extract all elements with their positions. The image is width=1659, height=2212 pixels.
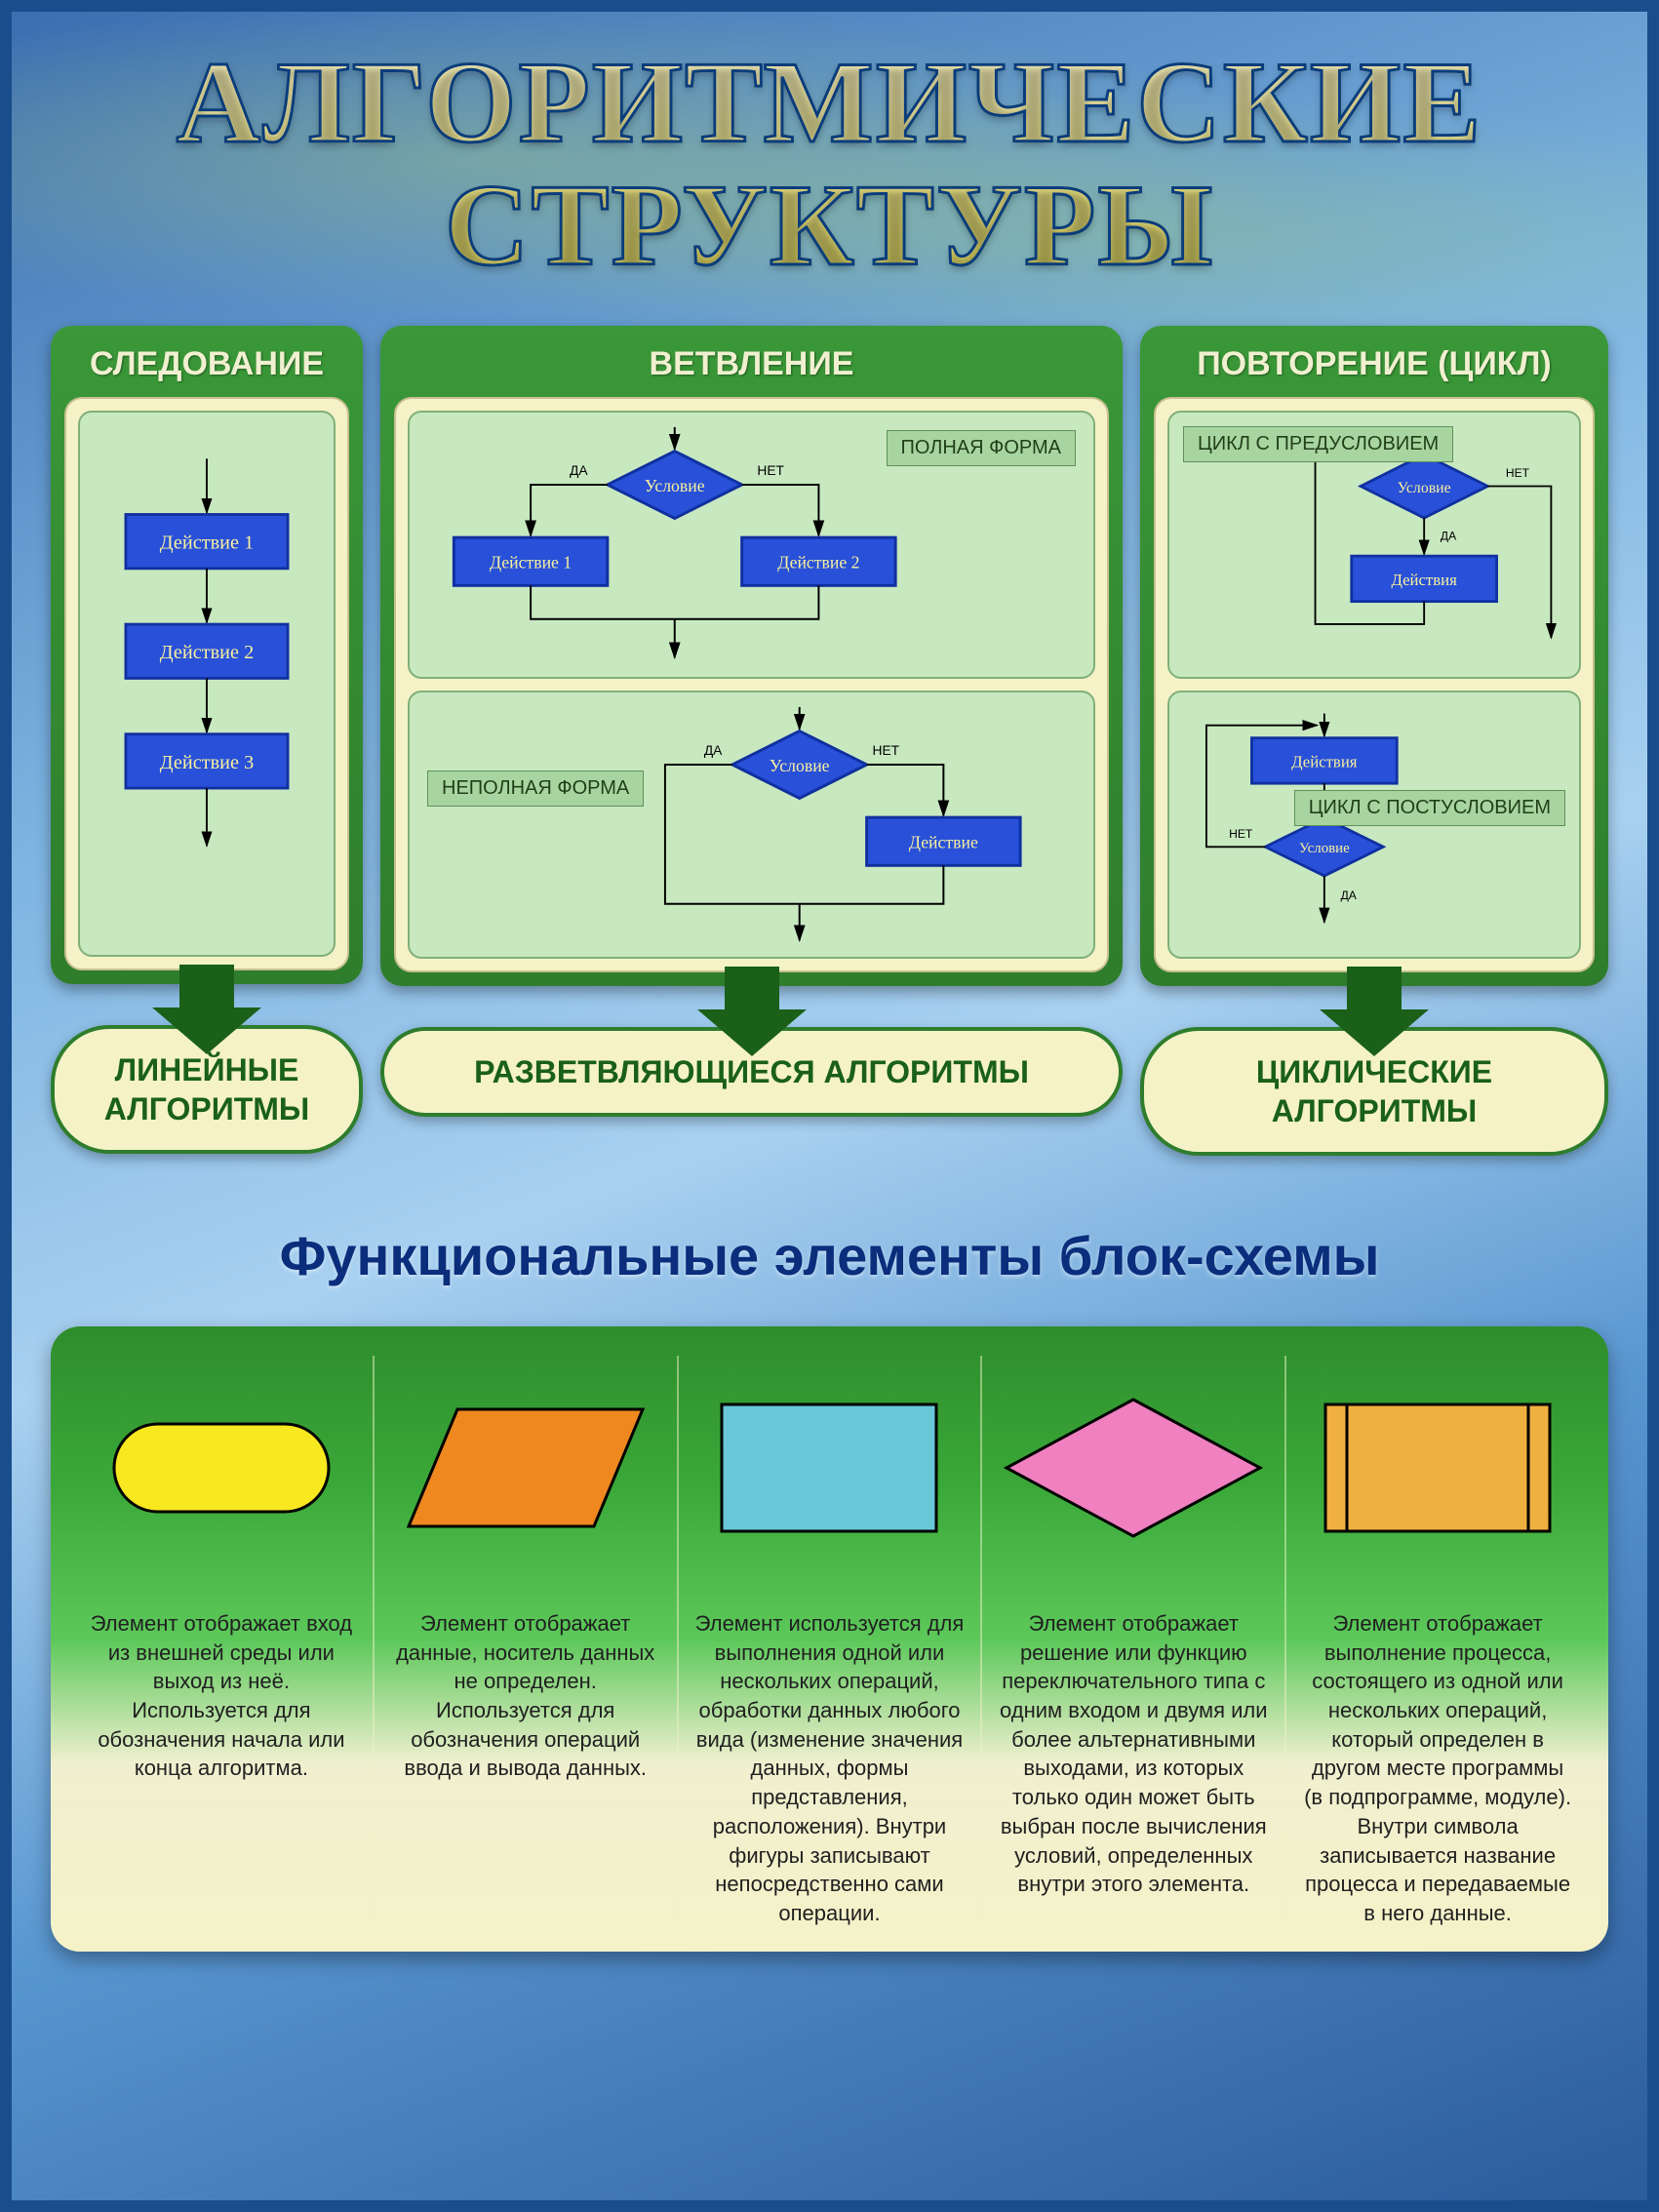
parallelogram-shape: [399, 1395, 652, 1541]
svg-text:Действие: Действие: [909, 833, 978, 852]
element-terminator: Элемент отображает вход из внешней среды…: [70, 1356, 375, 1928]
svg-text:ДА: ДА: [1441, 529, 1457, 542]
svg-text:ДА: ДА: [570, 463, 588, 478]
svg-text:НЕТ: НЕТ: [873, 743, 900, 758]
svg-text:Условие: Условие: [770, 756, 830, 775]
svg-text:ДА: ДА: [704, 743, 723, 758]
panel-label: НЕПОЛНАЯ ФОРМА: [427, 770, 644, 807]
sequence-diagram: Действие 1 Действие 2 Действие 3: [90, 422, 324, 945]
panel-label: ПОЛНАЯ ФОРМА: [887, 430, 1077, 466]
terminator-shape: [104, 1414, 338, 1521]
structure-branching: ВЕТВЛЕНИЕ ПОЛНАЯ ФОРМА Условие ДА НЕТ: [380, 326, 1123, 1156]
page-title: АЛГОРИТМИЧЕСКИЕ СТРУКТУРЫ: [12, 12, 1647, 306]
svg-text:ДА: ДА: [1341, 889, 1358, 902]
rectangle-shape: [712, 1395, 946, 1541]
panel-label: ЦИКЛ С ПРЕДУСЛОВИЕМ: [1183, 426, 1453, 462]
svg-text:НЕТ: НЕТ: [1506, 466, 1530, 480]
svg-text:НЕТ: НЕТ: [1229, 827, 1253, 841]
element-subroutine: Элемент отображает выполнение процесса, …: [1286, 1356, 1589, 1928]
svg-text:Действия: Действия: [1291, 752, 1358, 770]
element-decision: Элемент отображает решение или функцию п…: [982, 1356, 1286, 1928]
structure-title: ПОВТОРЕНИЕ (ЦИКЛ): [1154, 339, 1595, 397]
elements-section-title: Функциональные элементы блок-схемы: [12, 1224, 1647, 1287]
subroutine-shape: [1316, 1395, 1560, 1541]
structure-title: ВЕТВЛЕНИЕ: [394, 339, 1109, 397]
panel-label: ЦИКЛ С ПОСТУСЛОВИЕМ: [1294, 790, 1565, 826]
element-description: Элемент отображает выполнение процесса, …: [1300, 1609, 1575, 1928]
element-process: Элемент используется для выполнения одно…: [679, 1356, 983, 1928]
svg-text:Условие: Условие: [1299, 841, 1350, 856]
element-description: Элемент используется для выполнения одно…: [692, 1609, 968, 1928]
structure-loop: ПОВТОРЕНИЕ (ЦИКЛ) ЦИКЛ С ПРЕДУСЛОВИЕМ Ус…: [1140, 326, 1608, 1156]
structures-row: СЛЕДОВАНИЕ Действие 1 Действие 2 Действи…: [12, 306, 1647, 1165]
element-description: Элемент отображает данные, носитель данн…: [388, 1609, 663, 1783]
svg-text:Действие 1: Действие 1: [160, 533, 255, 554]
branch-partial-diagram: Условие ДА НЕТ Действие: [419, 702, 1084, 947]
svg-text:Действия: Действия: [1392, 571, 1458, 589]
diamond-shape: [997, 1390, 1270, 1546]
svg-text:Условие: Условие: [645, 476, 705, 495]
svg-text:НЕТ: НЕТ: [757, 463, 784, 478]
svg-text:Действие 2: Действие 2: [777, 553, 859, 573]
element-description: Элемент отображает решение или функцию п…: [996, 1609, 1271, 1899]
svg-text:Действие 3: Действие 3: [160, 752, 255, 773]
svg-text:Действие 1: Действие 1: [490, 553, 572, 573]
structure-sequence: СЛЕДОВАНИЕ Действие 1 Действие 2 Действи…: [51, 326, 363, 1156]
elements-panel: Элемент отображает вход из внешней среды…: [51, 1326, 1608, 1952]
svg-text:Действие 2: Действие 2: [160, 642, 255, 663]
svg-text:Условие: Условие: [1398, 480, 1451, 496]
element-data: Элемент отображает данные, носитель данн…: [375, 1356, 679, 1928]
structure-title: СЛЕДОВАНИЕ: [64, 339, 349, 397]
element-description: Элемент отображает вход из внешней среды…: [84, 1609, 359, 1783]
